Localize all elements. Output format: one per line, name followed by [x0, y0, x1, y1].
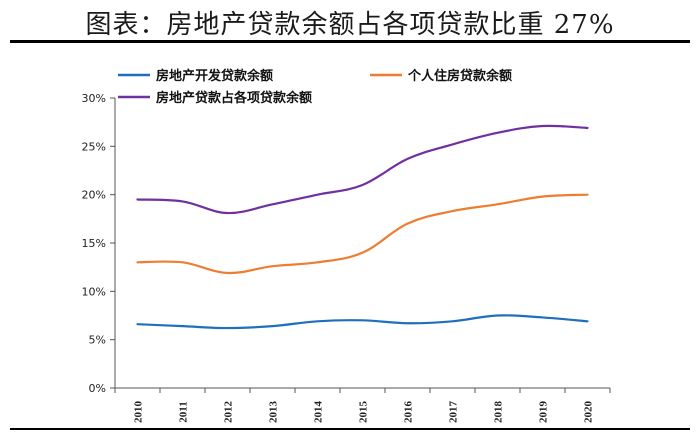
y-tick-label: 0% [89, 382, 106, 395]
chart-title: 图表：房地产贷款余额占各项贷款比重 27% [85, 10, 615, 40]
y-tick-label: 5% [89, 334, 106, 347]
y-tick-label: 10% [82, 285, 106, 298]
series-lines [136, 124, 589, 330]
legend-label-0: 房地产开发贷款余额 [156, 68, 273, 84]
x-tick-label: 2015 [358, 401, 370, 424]
x-tick-label: 2013 [268, 401, 280, 424]
x-tick-label: 2016 [403, 401, 415, 424]
axes: 0% 5% 10% 15% 20% 25% 30% 2010 2011 2012 2013 2014 2… [82, 92, 611, 424]
legend-label-1: 个人住房贷款余额 [407, 68, 512, 84]
bottom-rule [10, 428, 690, 430]
y-tick-label: 25% [82, 140, 106, 153]
y-tick-label: 15% [82, 237, 106, 250]
x-tick-label: 2011 [178, 401, 190, 422]
x-tick-label: 2012 [223, 401, 235, 424]
series-line-0 [136, 314, 589, 330]
y-tick-label: 20% [82, 189, 106, 202]
x-tick-label: 2017 [448, 401, 460, 424]
x-tick-label: 2018 [493, 401, 505, 424]
x-tick-label: 2019 [538, 401, 550, 424]
series-line-2 [136, 124, 589, 215]
title-rule [10, 40, 690, 43]
x-tick-label: 2020 [583, 401, 595, 424]
y-tick-label: 30% [82, 92, 106, 105]
legend-label-2: 房地产贷款占各项贷款余额 [156, 90, 312, 106]
series-line-1 [136, 193, 589, 275]
x-tick-label: 2010 [133, 401, 145, 424]
x-tick-label: 2014 [313, 401, 325, 424]
